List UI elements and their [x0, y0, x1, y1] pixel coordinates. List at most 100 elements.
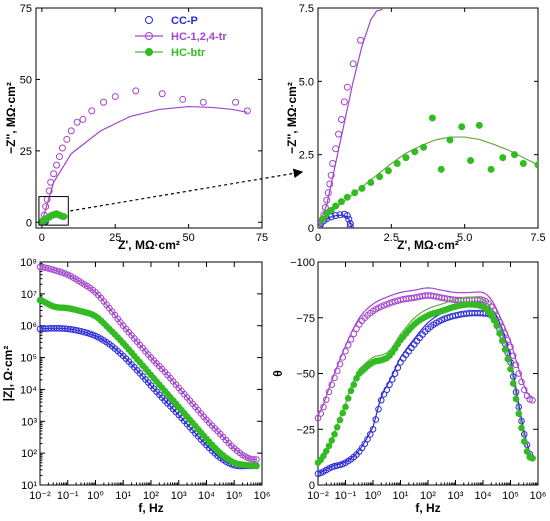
bode-modulus-point — [253, 462, 260, 470]
nyquist-zoom-point — [437, 165, 445, 173]
bode-phase-point — [344, 341, 352, 349]
x-tick-label: 10⁻¹ — [57, 490, 79, 502]
bode-phase-point — [501, 346, 509, 353]
nyquist-zoom-point — [332, 202, 340, 210]
nyquist-zoom-point — [336, 211, 344, 219]
bode-phase-point — [344, 394, 352, 402]
bode-modulus-point — [83, 329, 91, 337]
y-tick-label: 2.5 — [299, 150, 314, 162]
y-tick-label: −25 — [296, 424, 315, 436]
bode-phase-point — [350, 381, 358, 388]
x-axis-label: f, Hz — [138, 501, 163, 515]
x-tick-label: 7.5 — [530, 232, 545, 244]
bode-phase-point — [328, 381, 336, 388]
bode-phase-point — [518, 424, 525, 432]
nyquist-full-point — [58, 144, 66, 152]
nyquist-zoom-point — [343, 212, 351, 220]
nyquist-zoom-point — [402, 154, 410, 162]
x-tick-label: 10² — [143, 490, 159, 502]
bode-phase-point — [377, 396, 385, 404]
legend-marker — [145, 32, 153, 40]
nyquist-zoom-point — [327, 206, 335, 214]
fit-line-HC-1,2,4-tr — [39, 266, 257, 461]
legend-marker — [145, 16, 153, 24]
nyquist-zoom-point — [393, 159, 401, 167]
bode-modulus-point — [250, 456, 257, 463]
bode-phase-point — [339, 354, 347, 361]
nyquist-zoom-point — [487, 165, 495, 173]
bode-phase-point — [512, 361, 520, 369]
nyquist-zoom-point — [343, 193, 351, 201]
bode-phase-point — [366, 431, 374, 438]
y-tick-label: 50 — [20, 74, 32, 86]
bode-phase-point — [322, 447, 330, 455]
bode-phase-point — [375, 405, 382, 413]
plot-frame — [317, 7, 539, 229]
bode-phase-point — [325, 442, 333, 450]
bode-phase-point — [509, 380, 517, 387]
bode-phase-point — [507, 343, 514, 351]
bode-phase-point — [391, 370, 399, 377]
nyquist-full-point — [100, 98, 108, 106]
nyquist-zoom-point — [349, 60, 357, 68]
legend: CC-P HC-1,2,4-tr HC-btr — [135, 15, 227, 59]
bode-phase-point — [331, 374, 338, 382]
bode-phase-point — [369, 425, 377, 433]
zoom-box — [38, 196, 69, 226]
bode-phase-point — [342, 347, 349, 355]
y-tick-label: 10² — [21, 448, 37, 460]
bode-phase-point — [520, 438, 528, 445]
legend-marker — [145, 48, 153, 56]
y-tick-label: 0 — [26, 217, 32, 229]
nyquist-zoom-point — [324, 189, 332, 197]
bode-phase-point — [512, 395, 520, 403]
bode-modulus-point — [56, 268, 63, 275]
bode-phase-point — [523, 448, 531, 455]
x-tick-label: 10⁴ — [475, 490, 492, 502]
nyquist-full-point — [50, 170, 58, 178]
x-tick-label: 10⁰ — [87, 490, 104, 502]
y-tick-label: −50 — [296, 369, 315, 381]
nyquist-zoom-point — [335, 130, 343, 138]
y-tick-label: 0 — [308, 223, 314, 235]
x-tick-label: 2.5 — [384, 232, 399, 244]
y-axis-label: |Z|, Ω·cm² — [1, 346, 15, 402]
nyquist-zoom-point — [428, 114, 436, 122]
bode-phase-point — [515, 370, 523, 377]
nyquist-full-point — [88, 107, 96, 115]
plot-area — [318, 8, 538, 228]
bode-phase-point — [336, 360, 344, 368]
bode-phase-point — [487, 312, 495, 319]
nyquist-zoom-point — [332, 145, 340, 153]
bode-phase-point — [493, 322, 501, 330]
nyquist-zoom-point — [420, 143, 428, 151]
x-tick-label: 10⁴ — [198, 490, 215, 502]
bode-phase-point — [339, 409, 347, 417]
bode-modulus-point — [253, 456, 260, 463]
bode-phase-point — [529, 454, 536, 462]
bode-modulus-point — [86, 330, 94, 338]
y-tick-label: −100 — [290, 257, 315, 269]
nyquist-zoom-point — [511, 151, 519, 159]
nyquist-zoom-point — [475, 121, 483, 129]
bode-phase-point — [336, 416, 344, 424]
y-tick-label: 10⁷ — [21, 289, 37, 301]
x-tick-label: 25 — [109, 232, 121, 244]
bode-phase-point — [504, 355, 512, 363]
fit-line-CC-P — [39, 327, 257, 467]
bode-phase-point — [333, 423, 341, 431]
bode-phase-point — [526, 396, 534, 403]
fit-line-HC-1,2,4-tr — [41, 105, 248, 223]
y-tick-label: 10⁵ — [20, 353, 37, 365]
bode-phase-point — [347, 387, 355, 395]
nyquist-full-point — [55, 153, 63, 161]
nyquist-zoom-point — [337, 198, 345, 206]
bode-phase-panel: 10⁻² 10⁻¹ 10⁰ 10¹ 10² 10³ 10⁴ 10⁵ 10⁶ 0 −25 −50 −75 −… — [271, 257, 546, 515]
bode-phase-point — [364, 435, 371, 443]
y-tick-label: 7.5 — [299, 3, 314, 15]
x-tick-label: 50 — [182, 232, 194, 244]
nyquist-zoom-point — [345, 215, 353, 223]
nyquist-zoom-point — [499, 154, 507, 162]
y-tick-label: 75 — [20, 3, 32, 15]
x-tick-label: 10¹ — [115, 490, 131, 502]
